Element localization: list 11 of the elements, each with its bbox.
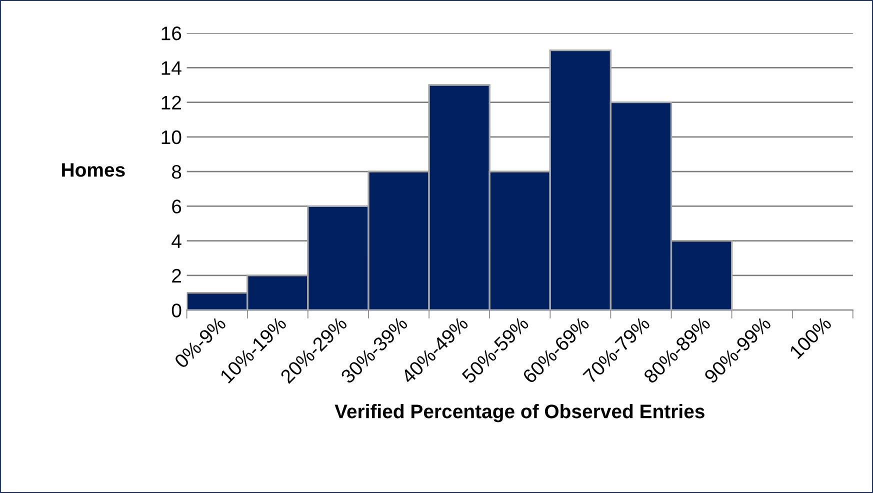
y-tick-label: 8: [172, 165, 182, 179]
y-tick-label: 0: [172, 304, 182, 318]
y-axis-title: Homes: [62, 163, 125, 177]
y-tick-label: 16: [162, 26, 182, 40]
y-tick-label: 10: [162, 130, 182, 144]
x-axis-title: Verified Percentage of Observed Entries: [334, 404, 704, 422]
y-tick-label: 6: [172, 200, 182, 214]
y-tick-label: 4: [172, 234, 182, 248]
y-tick-label: 2: [172, 268, 181, 283]
y-tick-label: 12: [162, 96, 181, 110]
y-tick-label: 14: [162, 61, 182, 75]
